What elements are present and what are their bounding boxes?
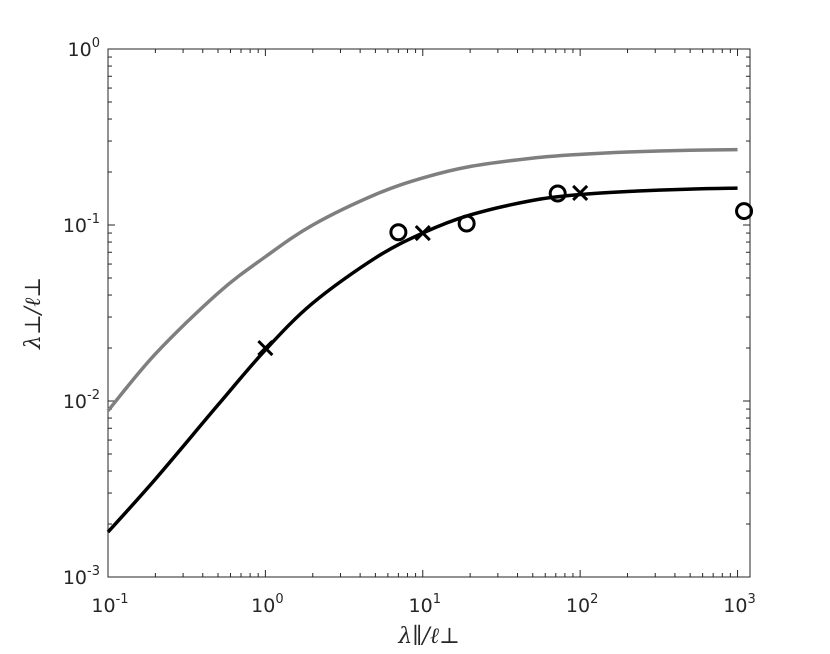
y-tick-label-base: 10	[63, 215, 87, 237]
x-axis-label-text: λ∥/ℓ⊥	[397, 624, 459, 649]
series-line-1	[106, 186, 738, 534]
circle-marker	[548, 184, 567, 203]
y-axis-label-text: λ⊥/ℓ⊥	[21, 277, 46, 350]
circle-marker	[735, 202, 754, 221]
x-tick-label-base: 10	[723, 595, 747, 617]
cross-marker	[572, 184, 589, 202]
y-tick-label-exponent: -3	[87, 564, 100, 579]
x-tick-label-exponent: 0	[275, 592, 283, 607]
cross-marker	[257, 339, 274, 357]
x-tick-label: 101	[409, 592, 441, 617]
plot-area	[107, 48, 751, 578]
x-tick-label-base: 10	[251, 595, 275, 617]
y-tick-label-exponent: 0	[92, 36, 100, 51]
y-tick-label-exponent: -2	[87, 388, 100, 403]
x-tick-label: 102	[566, 592, 598, 617]
x-tick-label-exponent: 3	[747, 592, 755, 607]
x-tick-label-base: 10	[91, 595, 115, 617]
y-axis-label: λ⊥/ℓ⊥	[21, 277, 46, 350]
axis-ticks	[107, 48, 750, 578]
x-tick-label-exponent: -1	[116, 592, 129, 607]
y-tick-label-base: 10	[63, 391, 87, 413]
y-tick-label: 10-3	[63, 564, 100, 589]
x-tick-label: 10-1	[91, 592, 128, 617]
cross-marker-stroke	[414, 224, 431, 242]
x-tick-label-base: 10	[566, 595, 590, 617]
series-layer	[106, 147, 754, 534]
x-tick-label: 100	[251, 592, 283, 617]
cross-marker-stroke	[572, 184, 589, 202]
x-tick-label-base: 10	[409, 595, 433, 617]
series-line-0	[106, 147, 738, 412]
x-tick-label-exponent: 1	[433, 592, 441, 607]
circle-marker	[389, 223, 408, 242]
y-tick-label-base: 10	[63, 567, 87, 589]
y-tick-label-exponent: -1	[87, 212, 100, 227]
y-tick-label: 10-1	[63, 212, 100, 237]
x-tick-label: 103	[723, 592, 755, 617]
x-axis-label: λ∥/ℓ⊥	[397, 624, 459, 649]
circle-marker	[457, 214, 476, 233]
y-tick-label: 100	[68, 36, 100, 61]
x-tick-label-exponent: 2	[590, 592, 598, 607]
cross-marker-stroke	[257, 339, 274, 357]
y-tick-label: 10-2	[63, 388, 100, 413]
y-tick-label-base: 10	[68, 39, 92, 61]
cross-marker	[414, 224, 431, 242]
